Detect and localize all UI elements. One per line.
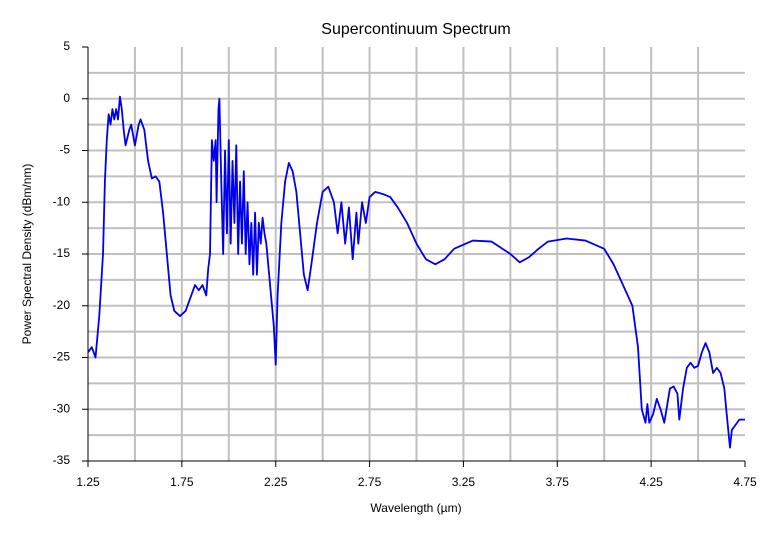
y-tick-label: -5 bbox=[59, 143, 70, 157]
y-axis-label: Power Spectral Density (dBm/nm) bbox=[20, 164, 34, 345]
y-tick-label: -15 bbox=[53, 246, 71, 260]
x-tick-label: 1.75 bbox=[170, 475, 194, 489]
y-tick-label: -20 bbox=[53, 298, 71, 312]
y-tick-label: 5 bbox=[63, 39, 70, 53]
x-tick-label: 4.75 bbox=[733, 475, 757, 489]
y-tick-label: -25 bbox=[53, 350, 71, 364]
x-tick-label: 2.25 bbox=[264, 475, 288, 489]
y-tick-label: 0 bbox=[63, 91, 70, 105]
x-tick-label: 4.25 bbox=[639, 475, 663, 489]
x-axis-label: Wavelength (µm) bbox=[370, 501, 461, 515]
spectrum-line bbox=[87, 95, 745, 449]
x-tick-label: 1.25 bbox=[76, 475, 100, 489]
y-tick-label: -35 bbox=[53, 453, 71, 467]
chart-title: Supercontinuum Spectrum bbox=[321, 21, 510, 38]
x-tick-label: 3.25 bbox=[452, 475, 476, 489]
y-tick-label: -30 bbox=[53, 401, 71, 415]
x-tick-label: 2.75 bbox=[358, 475, 382, 489]
x-tick-label: 3.75 bbox=[546, 475, 570, 489]
y-tick-label: -10 bbox=[53, 194, 71, 208]
